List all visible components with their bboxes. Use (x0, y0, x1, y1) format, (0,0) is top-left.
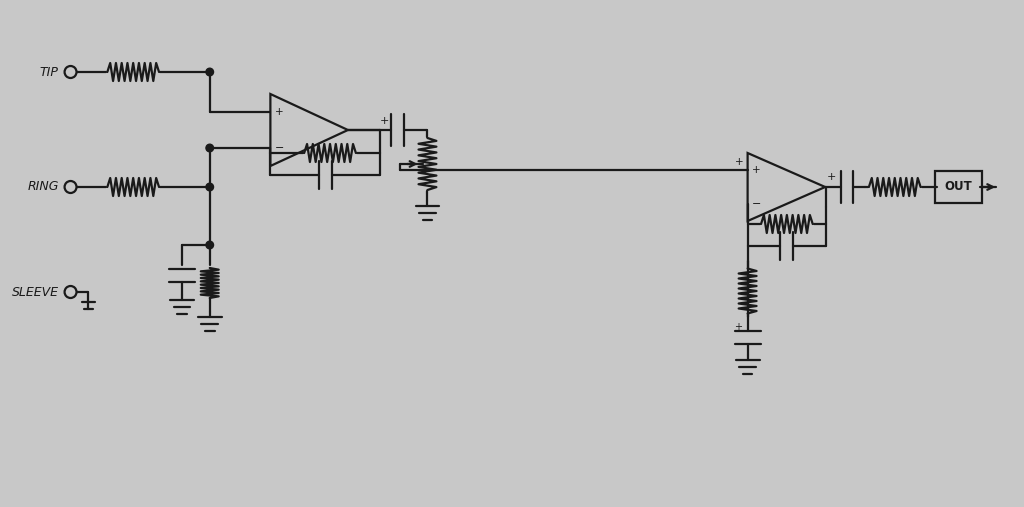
Text: SLEEVE: SLEEVE (11, 285, 58, 299)
Text: +: + (735, 157, 744, 167)
Text: OUT: OUT (944, 180, 972, 194)
Text: +: + (733, 322, 741, 332)
Text: +: + (753, 165, 761, 175)
Text: −: − (274, 143, 284, 153)
Text: TIP: TIP (40, 65, 58, 79)
Text: +: + (826, 172, 836, 182)
Circle shape (206, 68, 214, 76)
Text: +: + (380, 116, 389, 126)
Text: RING: RING (28, 180, 58, 194)
Text: +: + (275, 107, 284, 117)
Circle shape (206, 241, 214, 249)
Circle shape (206, 183, 214, 191)
Circle shape (206, 144, 214, 152)
Text: −: − (752, 199, 761, 209)
